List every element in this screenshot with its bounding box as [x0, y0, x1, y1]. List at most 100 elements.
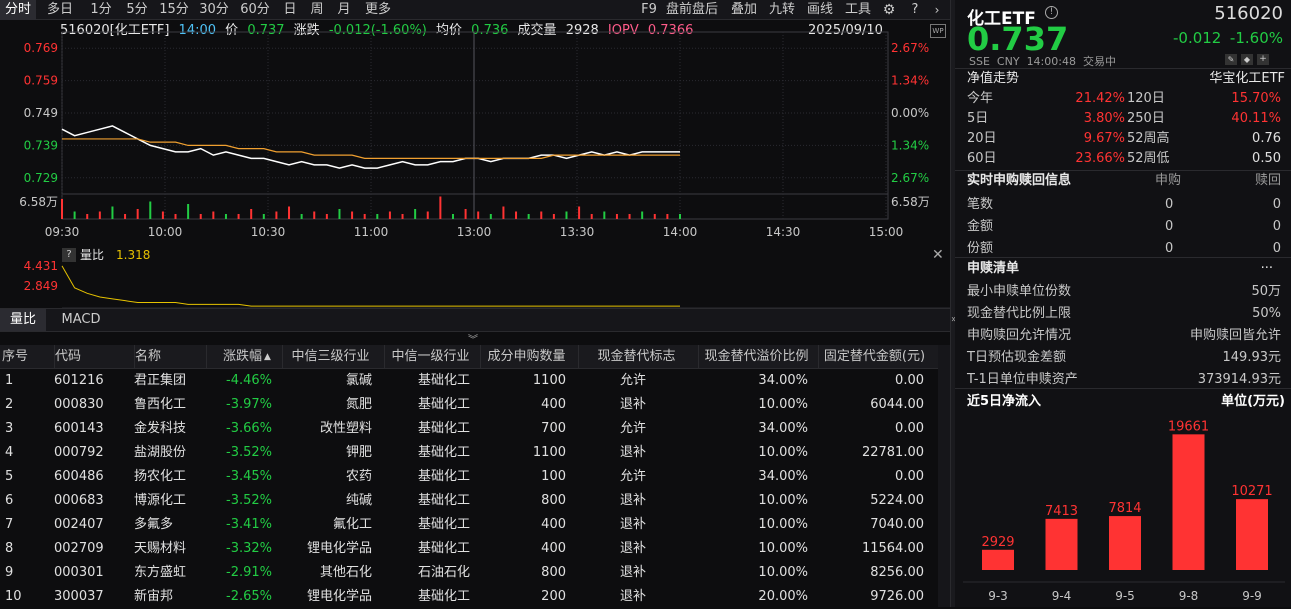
add-icon[interactable]: + [1257, 54, 1269, 65]
tool-0[interactable]: F9 [641, 2, 657, 17]
period-tab-6[interactable]: 60分 [240, 2, 270, 17]
pcf-label: 申购赎回允许情况 [967, 328, 1072, 343]
period-tab-5[interactable]: 30分 [199, 2, 229, 17]
more-icon[interactable]: ··· [1260, 261, 1273, 276]
header-5[interactable]: 中信一级行业 [384, 345, 476, 369]
pct-tick-label: 2.67% [891, 171, 929, 185]
period-tab-2[interactable]: 1分 [90, 2, 112, 17]
price-value: 0.737 [247, 23, 285, 38]
table-row[interactable]: 7 002407 多氟多 -3.41% 氟化工 基础化工 400 退补 10.00% 7040.0… [0, 513, 938, 537]
nav-period: 60日 [967, 151, 997, 166]
cell-3: -2.65% [226, 589, 272, 604]
redeem-row: 笔数 0 0 [963, 194, 1285, 216]
edit-icon[interactable]: ✎ [1225, 54, 1237, 65]
table-scrollbar[interactable] [938, 345, 950, 607]
period-tab-10[interactable]: 更多 [364, 2, 391, 17]
header-3[interactable]: 涨跌幅 [206, 345, 278, 369]
cell-8: 10.00% [758, 517, 808, 532]
bell-icon[interactable]: ◆ [1241, 54, 1253, 65]
x-tick-label: 13:00 [457, 225, 492, 239]
tool-5[interactable]: 工具 [844, 2, 871, 17]
cell-8: 10.00% [758, 541, 808, 556]
collapse-icon[interactable]: ︾ [468, 335, 478, 346]
cell-9: 0.00 [895, 469, 924, 484]
y-tick-label: 0.749 [24, 106, 58, 120]
tool-1[interactable]: 盘前盘后 [665, 2, 718, 17]
header-1[interactable]: 代码 [54, 345, 130, 369]
pcf-title: 申赎清单 [967, 261, 1020, 276]
x-tick-label: 10:30 [251, 225, 286, 239]
nav-period: 5日 [967, 111, 989, 126]
table-row[interactable]: 2 000830 鲁西化工 -3.97% 氮肥 基础化工 400 退补 10.00% 6044.0… [0, 393, 938, 417]
tab-macd[interactable]: MACD [61, 312, 101, 327]
tool-3[interactable]: 九转 [768, 2, 795, 17]
cell-6: 400 [541, 517, 566, 532]
tool-4[interactable]: 画线 [806, 2, 833, 17]
ratio-tick-high: 4.431 [24, 259, 58, 273]
table-row[interactable]: 1 601216 君正集团 -4.46% 氯碱 基础化工 1100 允许 34.00% 0.00 [0, 369, 938, 393]
left-panel: 分时 多日 1分 5分 15分 30分 60分日周月更多 F9 盘前盘后 叠加 九转 画线 工具 ⚙? › … [0, 0, 950, 607]
nav-period-2: 52周低 [1127, 151, 1170, 166]
header-7[interactable]: 现金替代标志 [578, 345, 694, 369]
nav-period: 20日 [967, 131, 997, 146]
header-0[interactable]: 序号 [2, 349, 29, 364]
period-tab-0[interactable]: 分时 [0, 0, 36, 20]
table-row[interactable]: 8 002709 天赐材料 -3.32% 锂电化学品 基础化工 400 退补 10.00% 115… [0, 537, 938, 561]
cell-6: 200 [541, 589, 566, 604]
intraday-chart[interactable]: 0.769 2.67% 0.759 1.34% 0.749 0.00% 0.739 1.34%… [0, 22, 950, 244]
volume-bar [111, 206, 114, 219]
nav-row: 5日 3.80% 250日 40.11% [963, 109, 1285, 129]
inflow-bar [982, 549, 1014, 570]
cell-1: 000301 [54, 565, 104, 580]
cell-2: 新宙邦 [134, 589, 174, 604]
volume-bar [199, 214, 202, 219]
cell-4: 氮肥 [345, 397, 372, 412]
header-6[interactable]: 成分申购数量 [480, 345, 572, 369]
info-icon[interactable]: ! [1045, 6, 1058, 19]
ratio-header: ? 量比 1.318 ✕ [0, 246, 950, 264]
settings-icon[interactable]: ⚙ [882, 2, 896, 18]
period-tab-8[interactable]: 周 [310, 2, 324, 17]
inflow-value: 2929 [981, 535, 1014, 550]
pct-tick-label: 2.67% [891, 41, 929, 55]
wp-icon[interactable]: WP [930, 24, 946, 38]
cell-5: 基础化工 [417, 517, 470, 532]
inflow-date: 9-5 [1115, 589, 1135, 603]
table-row[interactable]: 3 600143 金发科技 -3.66% 改性塑料 基础化工 700 允许 34.00% 0.00 [0, 417, 938, 441]
header-9[interactable]: 固定替代金额(元) [818, 345, 930, 369]
table-row[interactable]: 9 000301 东方盛虹 -2.91% 其他石化 石油石化 800 退补 10.00% 8256… [0, 561, 938, 585]
expand-icon[interactable]: » [951, 314, 957, 325]
close-icon[interactable]: ✕ [932, 247, 944, 263]
help-icon[interactable]: ? [62, 248, 76, 262]
nav-period: 今年 [967, 91, 994, 106]
price-label: 价 [225, 23, 239, 38]
table-row[interactable]: 5 600486 扬农化工 -3.45% 农药 基础化工 100 允许 34.00% 0.00 [0, 465, 938, 489]
period-tab-7[interactable]: 日 [283, 2, 297, 17]
table-row[interactable]: 10 300037 新宙邦 -2.65% 锂电化学品 基础化工 200 退补 20.00% 972… [0, 585, 938, 609]
header-4[interactable]: 中信三级行业 [282, 345, 378, 369]
redeem-title: 实时申购赎回信息 [967, 173, 1072, 188]
panel-divider[interactable]: » [950, 0, 957, 607]
period-tab-1[interactable]: 多日 [46, 2, 73, 17]
period-tab-3[interactable]: 5分 [126, 2, 148, 17]
header-2[interactable]: 名称 [134, 345, 204, 369]
period-tab-9[interactable]: 月 [337, 2, 351, 17]
header-8[interactable]: 现金替代溢价比例 [698, 345, 814, 369]
cell-3: -4.46% [226, 373, 272, 388]
nav-title[interactable]: 净值走势 [967, 71, 1020, 86]
period-tab-4[interactable]: 15分 [159, 2, 189, 17]
cell-3: -3.32% [226, 541, 272, 556]
tab-ratio[interactable]: 量比 [0, 309, 46, 331]
table-row[interactable]: 6 000683 博源化工 -3.52% 纯碱 基础化工 800 退补 10.00% 5224.0… [0, 489, 938, 513]
arrow-right-icon[interactable]: › [934, 3, 940, 17]
pcf-row: T日预估现金差额 149.93元 [963, 347, 1285, 369]
nav-return: 3.80% [1083, 111, 1125, 126]
tool-2[interactable]: 叠加 [730, 2, 757, 17]
table-row[interactable]: 4 000792 盐湖股份 -3.52% 钾肥 基础化工 1100 退补 10.00% 22781… [0, 441, 938, 465]
sort-asc-icon[interactable]: ▲ [264, 352, 271, 362]
volume-bar [187, 204, 190, 219]
question-icon[interactable]: ? [911, 2, 919, 17]
pcf-value: 50% [1252, 306, 1281, 321]
cell-8: 34.00% [758, 421, 808, 436]
cell-2: 盐湖股份 [134, 445, 187, 460]
